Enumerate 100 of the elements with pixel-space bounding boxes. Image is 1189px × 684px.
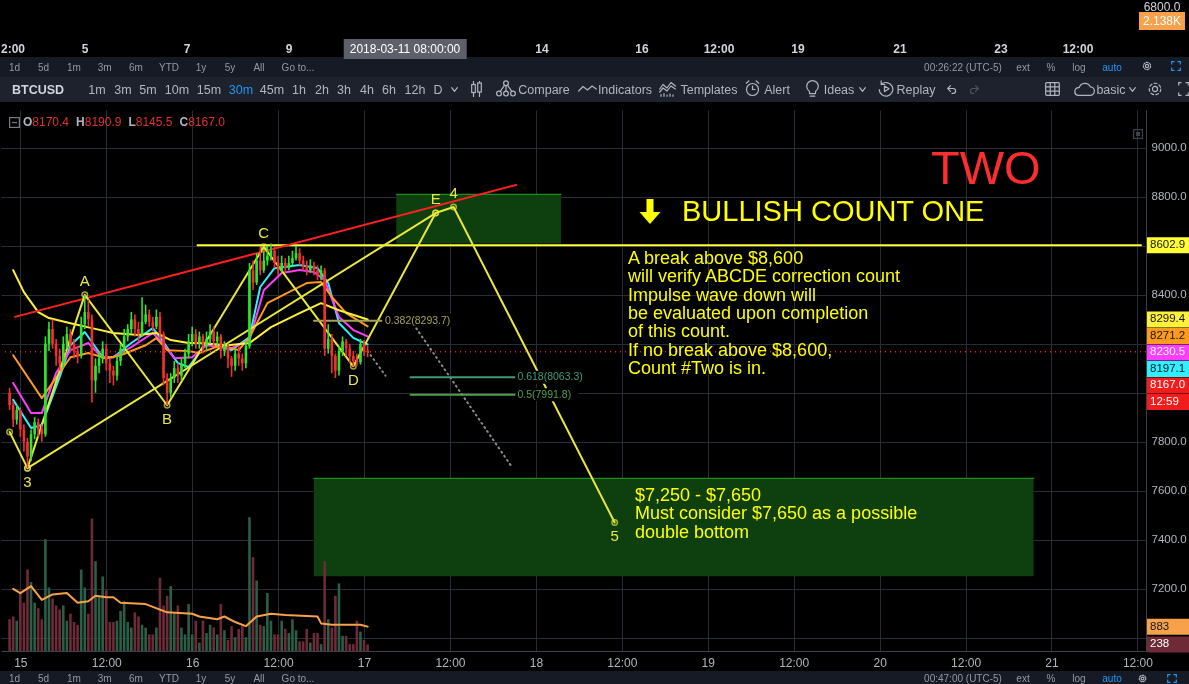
y-tick-label: 7800.0 bbox=[1151, 435, 1187, 448]
text: 8271.2 bbox=[1150, 328, 1186, 341]
annotation: B bbox=[162, 410, 173, 428]
y-tick-label: 8400.0 bbox=[1151, 288, 1187, 301]
x-tick-label: 21 bbox=[1045, 655, 1059, 670]
text: 8197.1 bbox=[1150, 361, 1186, 374]
text: 2018-03-11 08:00:00 bbox=[343, 39, 467, 59]
text: 6h bbox=[382, 82, 396, 97]
annotation: BULLISH COUNT ONE bbox=[682, 195, 985, 227]
text: ext bbox=[1016, 61, 1030, 72]
text: 30m bbox=[228, 82, 254, 97]
text: Alert bbox=[764, 82, 790, 97]
text: 6m bbox=[129, 61, 143, 72]
annotation: A bbox=[79, 271, 90, 289]
x-tick-label: 15 bbox=[14, 655, 28, 670]
text: 14 bbox=[535, 42, 549, 56]
text: 12:00 bbox=[703, 42, 735, 56]
text: basic bbox=[1096, 82, 1126, 97]
text: 00:47:00 (UTC-5) bbox=[924, 672, 1002, 684]
annotation: 3 bbox=[23, 473, 32, 491]
text: 3m bbox=[97, 672, 112, 684]
text: log bbox=[1072, 61, 1086, 72]
text: 5d bbox=[37, 61, 50, 72]
y-tick-label: 7200.0 bbox=[1151, 582, 1187, 595]
annotation: C bbox=[258, 223, 270, 241]
text: 6800.0 bbox=[1143, 0, 1181, 14]
text: 3m bbox=[114, 82, 132, 97]
text: 3h bbox=[337, 82, 351, 97]
text: All bbox=[253, 672, 265, 684]
text: 9 bbox=[285, 42, 293, 56]
text: YTD bbox=[159, 61, 179, 72]
text: 00:26:22 (UTC-5) bbox=[924, 61, 1002, 72]
text: 1d bbox=[9, 61, 21, 72]
text: 1m bbox=[88, 82, 106, 97]
text: ext bbox=[1016, 672, 1030, 684]
text: 2.138K bbox=[1138, 12, 1186, 30]
text: % bbox=[1046, 672, 1056, 684]
text: 12h bbox=[404, 82, 426, 97]
y2-tick-label: 238 bbox=[1150, 637, 1170, 650]
text: D bbox=[433, 82, 443, 97]
text: All bbox=[253, 61, 265, 72]
annotation: TWO bbox=[931, 141, 1041, 194]
text: 5y bbox=[224, 61, 236, 72]
text: 8230.5 bbox=[1150, 345, 1186, 358]
text: 19 bbox=[791, 42, 805, 56]
annotation: 4 bbox=[449, 183, 458, 201]
text: 21 bbox=[893, 42, 907, 56]
text: 12:00 bbox=[1062, 42, 1094, 56]
text: 5 bbox=[81, 42, 89, 56]
x-tick-label: 12:00 bbox=[91, 655, 123, 670]
annotation: 5 bbox=[610, 527, 619, 545]
ref-line-label: 8167.0 bbox=[1150, 378, 1186, 391]
x-tick-label: 17 bbox=[357, 655, 372, 670]
text: Templates bbox=[680, 82, 738, 97]
y-tick-label: 9000.0 bbox=[1151, 141, 1187, 154]
data-label: 8602.9 bbox=[1150, 238, 1186, 251]
text: 1d bbox=[9, 672, 21, 684]
text: 3m bbox=[97, 61, 112, 72]
x-tick-label: 20 bbox=[873, 655, 888, 670]
text: 6m bbox=[129, 672, 143, 684]
text: Compare bbox=[518, 82, 570, 97]
text: 2h bbox=[315, 82, 329, 97]
text: 45m bbox=[259, 82, 285, 97]
x-tick-label: 16 bbox=[186, 655, 200, 670]
y-tick-label: 8800.0 bbox=[1151, 190, 1187, 203]
x-tick-label: 12:00 bbox=[779, 655, 810, 670]
annotation: $7,250 - $7,650 Must consider $7,650 as a possible double bottom bbox=[635, 485, 918, 542]
text: auto bbox=[1102, 61, 1122, 72]
data-label: 0.618(8063.3) bbox=[517, 370, 583, 383]
x-tick-label: 18 bbox=[529, 655, 544, 670]
text: 4h bbox=[360, 82, 374, 97]
text: auto bbox=[1102, 672, 1122, 684]
text: 1y bbox=[195, 61, 207, 72]
text: 5y bbox=[224, 672, 236, 684]
text: 5d bbox=[37, 672, 50, 684]
data-label: 0.382(8293.7) bbox=[384, 313, 451, 326]
text: 23 bbox=[994, 42, 1008, 56]
text: 1m bbox=[67, 61, 81, 72]
text: 10m bbox=[164, 82, 190, 97]
text: 1y bbox=[195, 672, 207, 684]
text: 15m bbox=[196, 82, 222, 97]
text: 8299.4 bbox=[1150, 312, 1186, 325]
y-tick-label: 7600.0 bbox=[1151, 484, 1187, 497]
x-tick-label: 12:00 bbox=[263, 655, 294, 670]
text: Replay bbox=[896, 82, 936, 97]
text: % bbox=[1046, 61, 1056, 72]
annotation: D bbox=[347, 371, 359, 389]
x-tick-label: 19 bbox=[701, 655, 716, 670]
data-label: 0.5(7991.8) bbox=[517, 387, 572, 400]
x-tick-label: 12:00 bbox=[951, 655, 982, 670]
y-tick-label: 7400.0 bbox=[1151, 533, 1187, 546]
annotation: A break above $8,600 will verify ABCDE correction count Impulse wave down will be evaluated upon completion of this count. If no break above $8,600, Count #Two is in. bbox=[627, 248, 901, 379]
text: 5m bbox=[139, 82, 157, 97]
text: Go to... bbox=[281, 672, 315, 684]
text: 1h bbox=[292, 82, 306, 97]
y2-tick-label: 883 bbox=[1150, 619, 1170, 632]
x-tick-label: 12:00 bbox=[607, 655, 638, 670]
text: 1m bbox=[67, 672, 81, 684]
text: 2:00 bbox=[0, 42, 26, 56]
text: 7 bbox=[183, 42, 191, 56]
